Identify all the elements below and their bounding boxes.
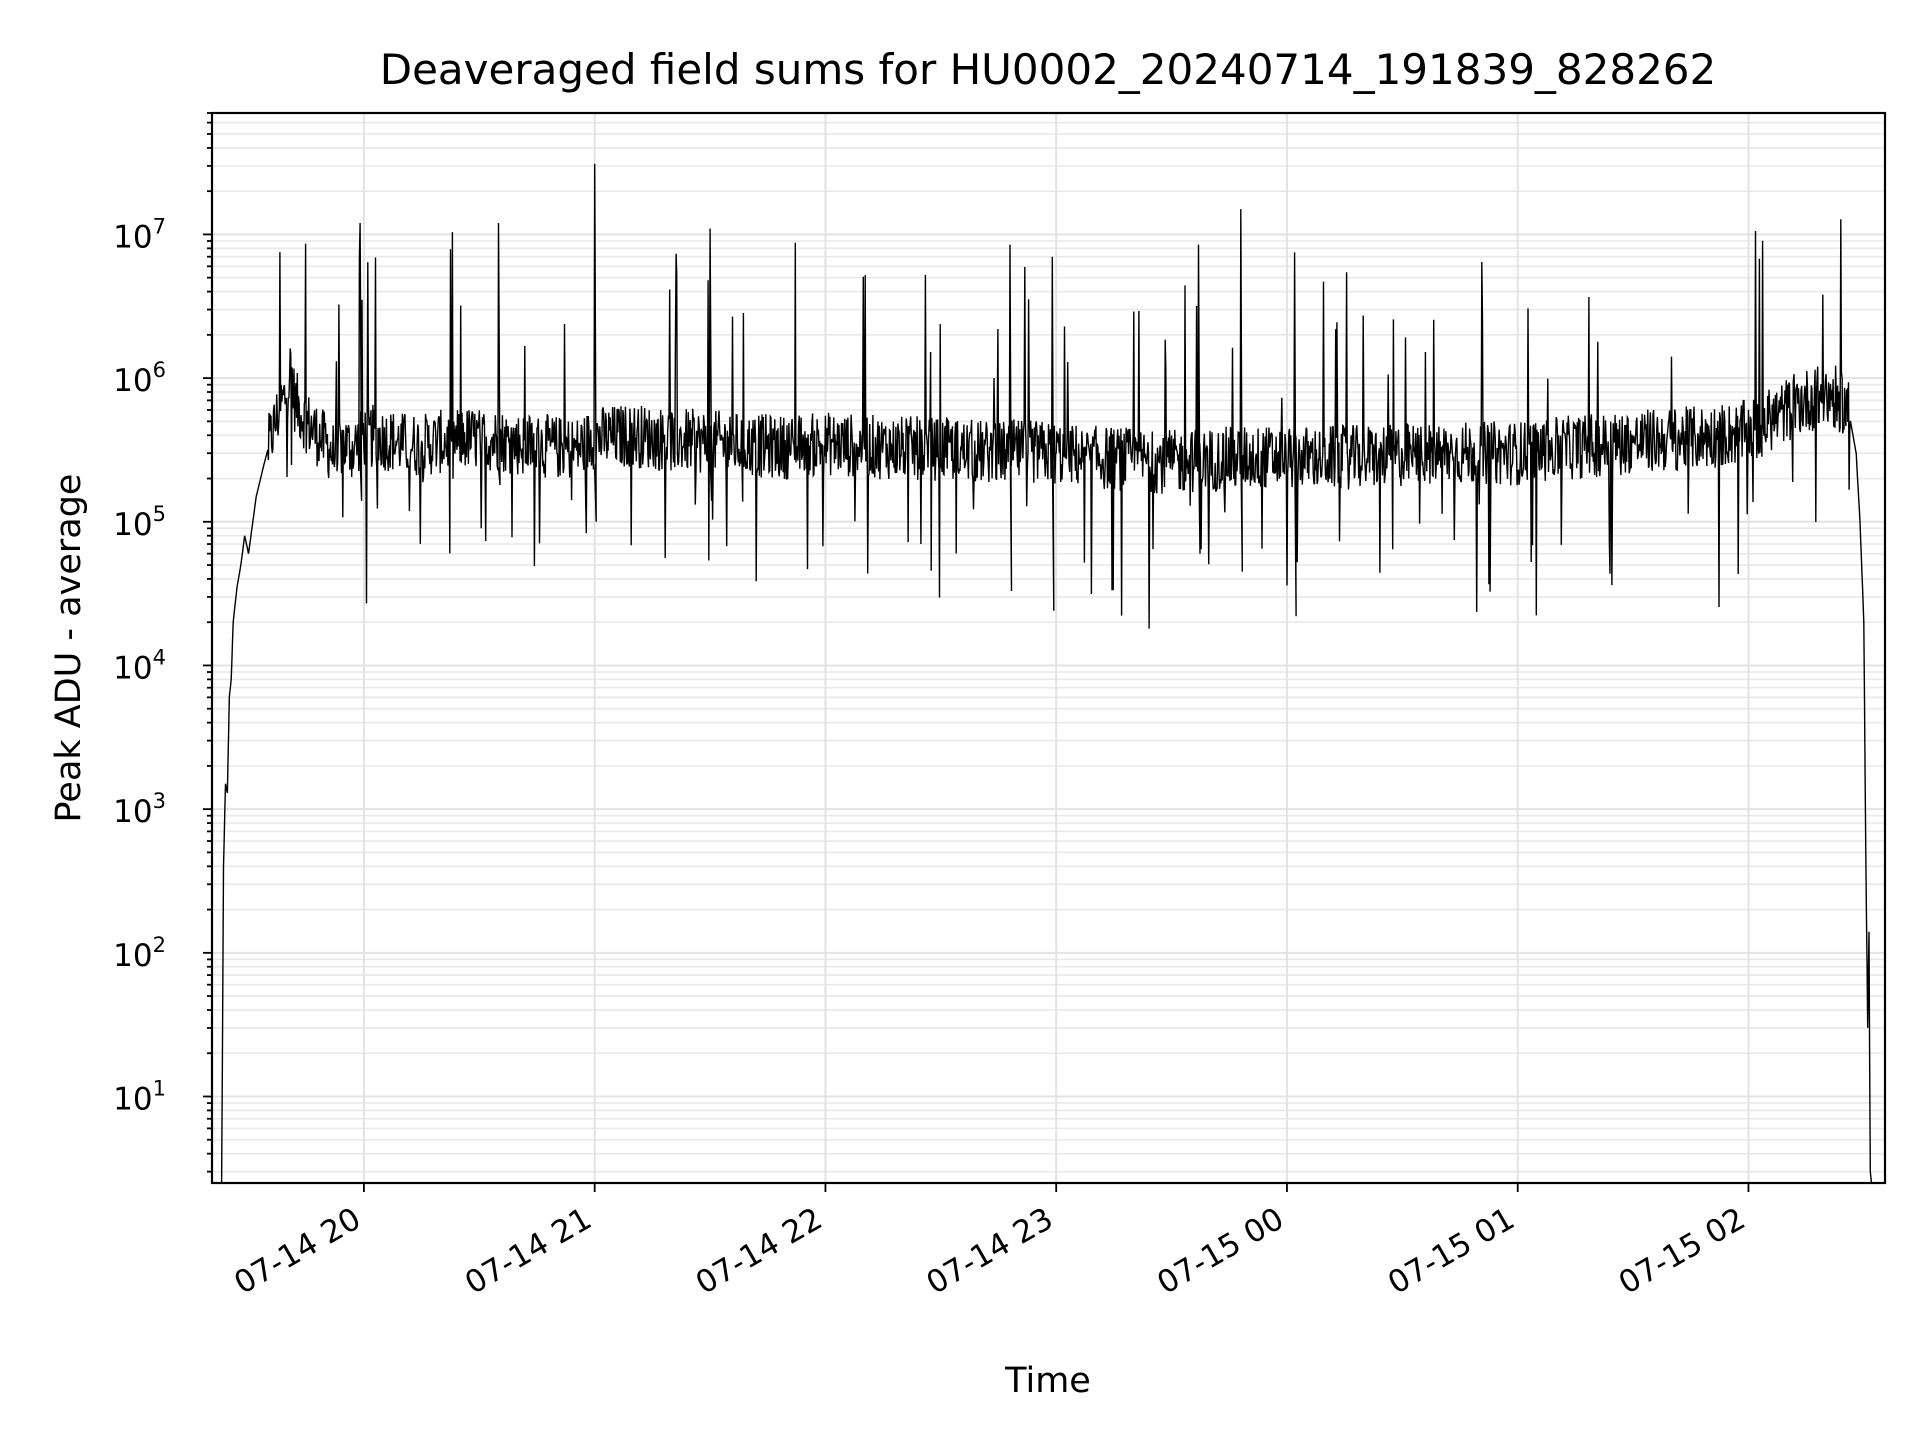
y-tick-exponent: 3 — [153, 789, 166, 813]
y-tick-base: 10 — [113, 507, 152, 543]
y-tick-exponent: 4 — [153, 645, 166, 669]
y-tick-exponent: 5 — [153, 502, 166, 526]
axis-ticks — [203, 112, 1750, 1192]
y-tick-base: 10 — [113, 650, 152, 686]
y-tick-exponent: 1 — [153, 1076, 166, 1100]
series-line — [220, 163, 1873, 1183]
y-tick-base: 10 — [113, 363, 152, 399]
y-tick-label: 102 — [113, 933, 166, 974]
chart-title: Deaveraged field sums for HU0002_2024071… — [380, 45, 1717, 94]
y-tick-label: 107 — [113, 214, 166, 255]
x-axis-label: Time — [1004, 1361, 1091, 1401]
y-tick-exponent: 7 — [153, 214, 166, 238]
y-tick-label: 106 — [113, 358, 166, 399]
plot-area — [220, 163, 1873, 1183]
y-tick-base: 10 — [113, 794, 152, 830]
y-tick-exponent: 2 — [153, 933, 166, 957]
y-tick-base: 10 — [113, 938, 152, 974]
plot-frame — [210, 111, 1887, 1185]
y-tick-label: 101 — [113, 1076, 166, 1117]
y-axis-label: Peak ADU - average — [49, 474, 89, 823]
y-tick-exponent: 6 — [153, 358, 166, 382]
y-tick-base: 10 — [113, 219, 152, 255]
y-tick-label: 103 — [113, 789, 166, 830]
y-tick-label: 104 — [113, 645, 166, 686]
y-tick-base: 10 — [113, 1081, 152, 1117]
y-tick-label: 105 — [113, 502, 166, 543]
